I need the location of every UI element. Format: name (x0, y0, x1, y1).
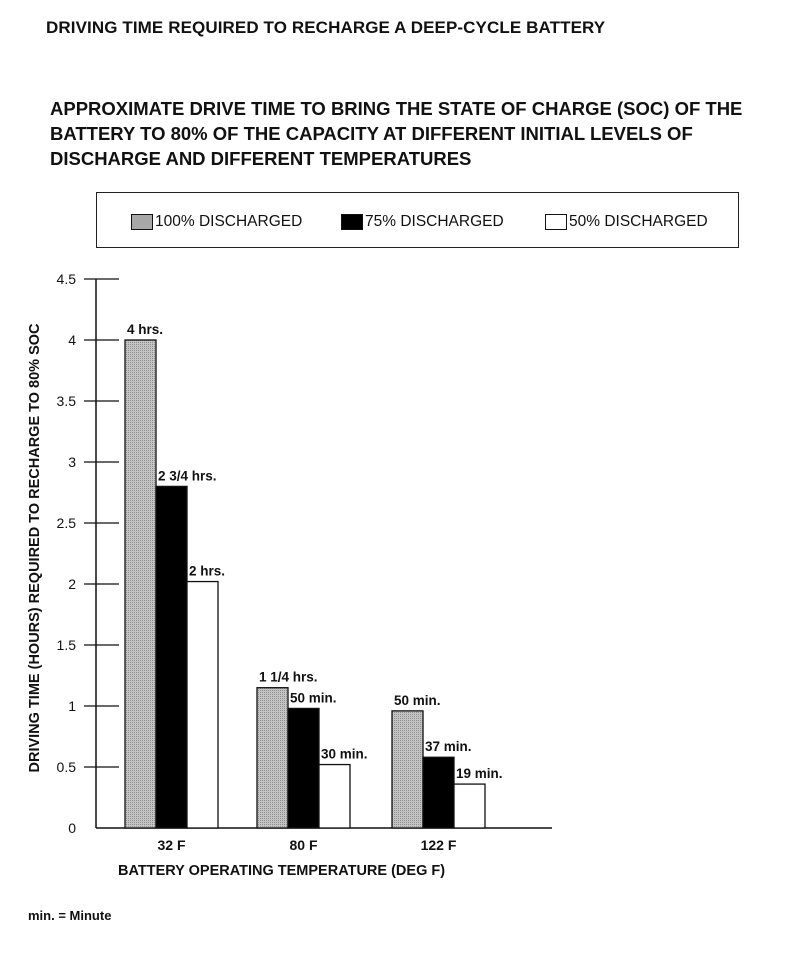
legend-item-75: 75% DISCHARGED (341, 213, 504, 231)
bar-white-1 (318, 763, 351, 829)
chart-title: DRIVING TIME REQUIRED TO RECHARGE A DEEP… (46, 18, 606, 37)
legend-label-75: 75% DISCHARGED (365, 213, 504, 230)
y-tick-label: 2 (68, 576, 76, 592)
y-tick-label: 3.5 (57, 393, 77, 409)
bar-gray-2 (391, 710, 424, 829)
data-label: 37 min. (425, 739, 472, 754)
legend-label-100: 100% DISCHARGED (155, 213, 303, 230)
data-label: 1 1/4 hrs. (259, 670, 318, 685)
y-axis-title: DRIVING TIME (HOURS) REQUIRED TO RECHARG… (27, 323, 43, 773)
data-label: 2 3/4 hrs. (158, 468, 217, 483)
data-label: 50 min. (394, 693, 441, 708)
data-label: 19 min. (456, 766, 503, 781)
x-axis-title: BATTERY OPERATING TEMPERATURE (DEG F) (118, 863, 445, 879)
legend-swatch-gray (131, 214, 153, 230)
legend-item-50: 50% DISCHARGED (545, 213, 708, 231)
x-category-label: 80 F (289, 837, 317, 853)
y-tick-label: 4.5 (57, 271, 77, 287)
y-tick-label: 4 (68, 332, 76, 348)
y-tick-label: 2.5 (57, 515, 77, 531)
y-tick-label: 0 (68, 820, 76, 836)
y-tick-label: 0.5 (57, 759, 77, 775)
data-label: 50 min. (290, 690, 337, 705)
footnote: min. = Minute (28, 908, 112, 923)
data-label: 2 hrs. (189, 564, 225, 579)
legend: 100% DISCHARGED 75% DISCHARGED 50% DISCH… (96, 192, 739, 248)
chart-subtitle: APPROXIMATE DRIVE TIME TO BRING THE STAT… (50, 98, 743, 169)
legend-label-50: 50% DISCHARGED (569, 213, 708, 230)
y-tick-label: 1 (68, 698, 76, 714)
bar-black-1 (287, 707, 320, 829)
legend-swatch-white (545, 214, 567, 230)
legend-swatch-black (341, 214, 363, 230)
data-label: 30 min. (321, 747, 368, 762)
x-category-label: 122 F (421, 837, 457, 853)
x-category-label: 32 F (157, 837, 185, 853)
bar-gray-0 (124, 339, 157, 829)
bar-black-2 (422, 756, 455, 829)
data-label: 4 hrs. (127, 322, 163, 337)
legend-item-100: 100% DISCHARGED (131, 213, 302, 231)
bar-gray-1 (256, 687, 289, 829)
bar-white-2 (453, 783, 486, 829)
bar-white-0 (186, 580, 219, 829)
y-tick-label: 1.5 (57, 637, 77, 653)
y-tick-label: 3 (68, 454, 76, 470)
bar-black-0 (155, 485, 188, 829)
